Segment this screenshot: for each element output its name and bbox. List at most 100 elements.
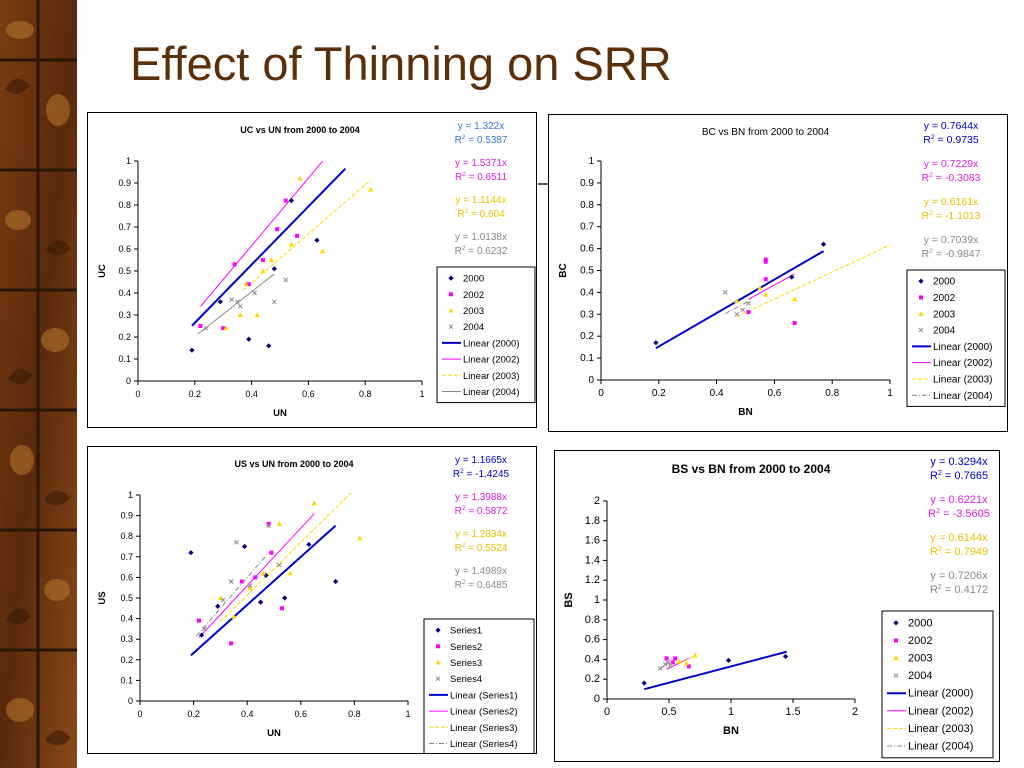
data-point [283, 277, 289, 283]
data-point [229, 297, 235, 302]
x-axis-label: BN [723, 725, 739, 737]
legend-label: 2003 [908, 653, 932, 665]
chart-title: BS vs BN from 2000 to 2004 [672, 462, 831, 476]
trend-equation: y = 0.7206x [930, 570, 988, 582]
data-point [686, 664, 691, 669]
connector-line [538, 183, 548, 185]
chart-svg: BC vs BN from 2000 to 2004 0 0.1 0.2 0.3 0.4 0… [558, 120, 1006, 418]
y-tick-label: 0.6 [120, 572, 133, 582]
trendline [643, 650, 788, 691]
y-tick-label: 0.5 [120, 593, 133, 603]
y-tick-label: 0.4 [118, 288, 131, 298]
legend-marker [435, 676, 441, 682]
data-point [746, 310, 751, 315]
y-tick-label: 1 [126, 156, 131, 166]
x-tick-label: 1 [419, 389, 424, 399]
y-tick-label: 0.7 [120, 552, 133, 562]
x-tick-label: 0.2 [187, 709, 200, 719]
data-point [664, 656, 669, 661]
legend-label: Series4 [450, 674, 482, 685]
legend-label: Linear (2000) [463, 338, 520, 349]
data-point [266, 523, 271, 529]
y-tick-label: 0.6 [118, 244, 131, 254]
legend-label: 2002 [463, 290, 484, 301]
data-point [232, 262, 237, 267]
data-point [268, 257, 275, 262]
y-tick-label: 0 [588, 375, 594, 386]
y-tick-label: 0.9 [118, 178, 131, 188]
y-tick-label: 0.2 [118, 332, 131, 342]
r-squared-label: R2 = 0.6485 [455, 579, 508, 591]
data-point [241, 543, 248, 550]
legend-marker [918, 310, 924, 316]
y-tick-label: 0.8 [585, 614, 600, 626]
legend-marker [448, 324, 454, 330]
x-tick-label: 0.6 [302, 389, 315, 399]
data-point [260, 268, 266, 273]
data-point [252, 290, 257, 296]
y-tick-label: 0.6 [585, 634, 600, 646]
data-point [271, 299, 277, 305]
data-point [266, 521, 271, 526]
chart-title: BC vs BN from 2000 to 2004 [702, 127, 830, 138]
x-tick-label: 0.4 [241, 709, 254, 719]
data-point [297, 175, 303, 181]
data-point [357, 535, 363, 541]
data-point [246, 282, 251, 287]
data-point [295, 233, 300, 238]
data-point [820, 241, 827, 247]
data-point [789, 274, 795, 280]
trendline [190, 524, 337, 657]
x-tick-label: 1 [728, 706, 734, 718]
chart-uc-vs-un: UC vs UN from 2000 to 2004 0 0.1 0.2 0.3 0.4 0… [87, 112, 537, 428]
trendline [242, 179, 372, 291]
chart-bc-vs-bn: BC vs BN from 2000 to 2004 0 0.1 0.2 0.3 0.4 0… [548, 114, 1008, 432]
legend-label: Series2 [450, 642, 482, 653]
data-point [287, 570, 293, 576]
y-axis-label: US [97, 591, 108, 604]
y-tick-label: 2 [594, 495, 600, 507]
data-point [692, 652, 698, 658]
y-tick-label: 0.5 [580, 266, 594, 277]
x-tick-label: 1 [405, 709, 410, 719]
legend-label: 2002 [908, 635, 932, 647]
legend-label: Linear (Series1) [450, 690, 518, 701]
data-point [258, 599, 264, 605]
trend-equation: y = 1.1665x [455, 455, 507, 466]
x-tick-label: 0.6 [767, 388, 781, 399]
y-tick-label: 0.6 [580, 244, 594, 255]
data-point [277, 562, 282, 568]
legend-label: Series3 [450, 658, 482, 669]
legend-label: 2004 [463, 322, 484, 333]
data-point [217, 299, 223, 305]
r-squared-label: R2 = 0.6232 [455, 245, 508, 257]
legend-label: Linear (2003) [933, 374, 992, 385]
x-tick-label: 2 [852, 706, 858, 718]
trend-equation: y = 0.6144x [930, 532, 988, 544]
data-point [763, 259, 768, 264]
trendline [655, 250, 825, 350]
data-point [314, 237, 320, 243]
wood-texture-sidebar [0, 0, 77, 768]
legend-label: Linear (Series3) [450, 723, 518, 734]
trendline [191, 167, 347, 327]
y-tick-label: 0.4 [585, 653, 600, 665]
data-point [670, 660, 675, 665]
legend-marker [448, 307, 454, 313]
x-tick-label: 0.5 [661, 706, 676, 718]
r-squared-label: R2 = 0.604 [457, 208, 505, 220]
r-squared-label: R2 = -1.4245 [453, 468, 510, 480]
data-point [734, 298, 740, 304]
legend-box [906, 269, 1006, 407]
legend-box [423, 618, 535, 753]
x-axis-label: UN [267, 728, 281, 739]
chart-svg: BS vs BN from 2000 to 2004 0 0.2 0.4 0.6 0.8 1… [563, 456, 994, 759]
y-tick-label: 0.9 [580, 178, 594, 189]
trendline [197, 273, 275, 335]
y-tick-label: 0.2 [580, 331, 594, 342]
legend-label: 2004 [908, 670, 932, 682]
x-tick-label: 1 [887, 388, 893, 399]
data-point [757, 285, 763, 291]
x-tick-label: 0 [598, 388, 604, 399]
r-squared-label: R2 = 0.9735 [923, 134, 979, 146]
